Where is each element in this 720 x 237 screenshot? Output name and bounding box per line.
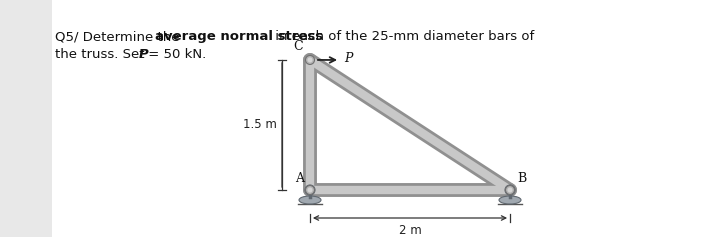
Circle shape	[305, 185, 315, 195]
Text: Q5/ Determine the: Q5/ Determine the	[55, 30, 184, 43]
Text: P: P	[344, 52, 352, 65]
Circle shape	[307, 187, 312, 193]
Circle shape	[508, 187, 513, 192]
Circle shape	[305, 55, 315, 64]
Ellipse shape	[499, 196, 521, 204]
Bar	[0, 0, 52, 237]
Circle shape	[505, 185, 515, 195]
Text: 2 m: 2 m	[399, 224, 421, 237]
Circle shape	[305, 186, 315, 195]
Circle shape	[508, 187, 513, 193]
Ellipse shape	[299, 196, 321, 204]
Text: the truss. Set: the truss. Set	[55, 48, 149, 61]
Text: in each of the 25-mm diameter bars of: in each of the 25-mm diameter bars of	[271, 30, 535, 43]
Circle shape	[307, 187, 312, 192]
Text: C: C	[293, 40, 303, 53]
Text: P: P	[138, 48, 148, 61]
Text: 1.5 m: 1.5 m	[243, 118, 277, 132]
Text: average normal stress: average normal stress	[155, 30, 323, 43]
Text: B: B	[517, 172, 526, 185]
Circle shape	[307, 57, 312, 63]
Circle shape	[505, 186, 515, 195]
Text: A: A	[295, 172, 304, 185]
Text: = 50 kN.: = 50 kN.	[144, 48, 206, 61]
